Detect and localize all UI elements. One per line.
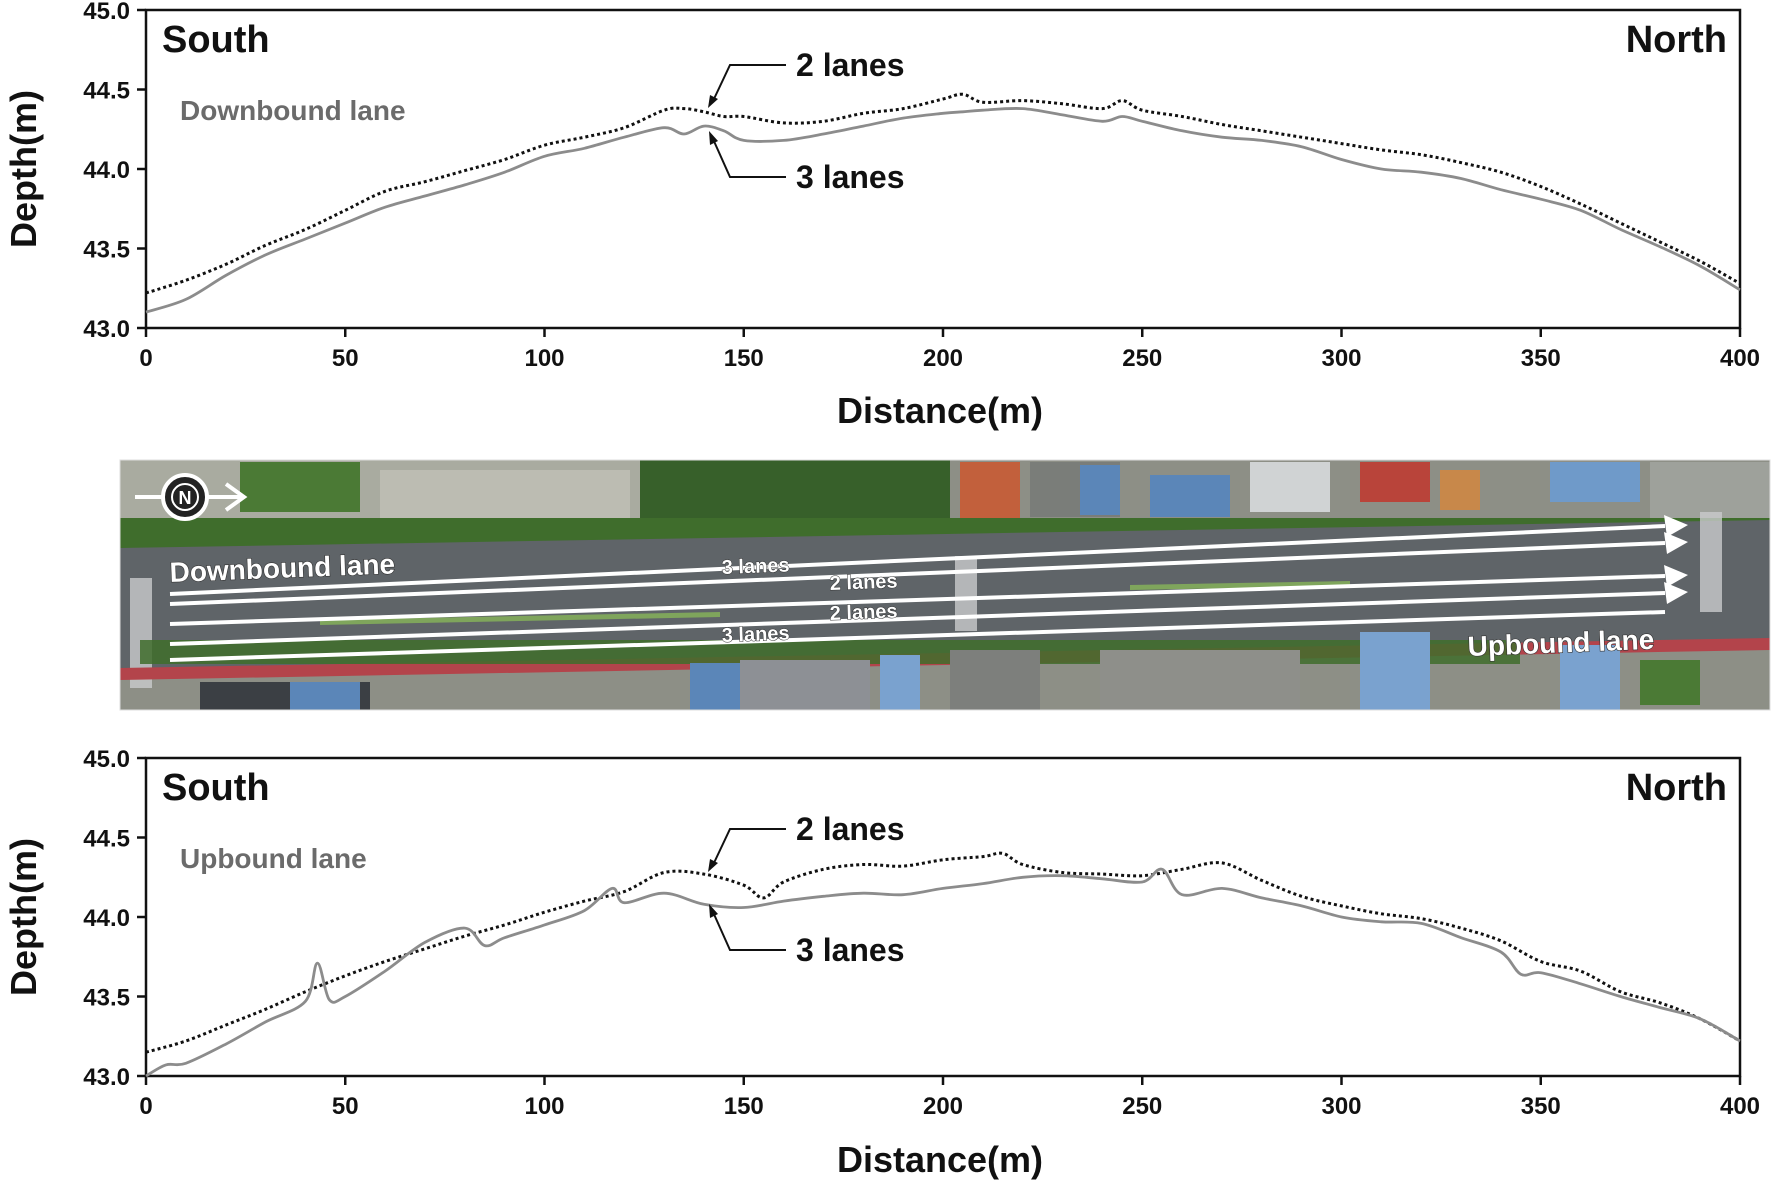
panel-label: Upbound lane (180, 843, 367, 874)
y-tick-label: 43.0 (83, 1064, 130, 1091)
y-tick-label: 43.5 (83, 237, 130, 264)
y-axis-title: Depth(m) (3, 838, 44, 996)
axes: 0 50 100 150 200 250 300 350 400 43.0 43.5 44.0 44.5… (83, 746, 1760, 1120)
x-tick-label: 100 (524, 345, 564, 372)
north-label: North (1626, 767, 1727, 809)
south-label: South (162, 19, 270, 61)
x-axis-title: Distance(m) (837, 1139, 1043, 1180)
y-tick-label: 43.5 (83, 985, 130, 1012)
x-tick-label: 400 (1720, 345, 1760, 372)
x-tick-label: 200 (923, 345, 963, 372)
x-tick-label: 150 (724, 1093, 764, 1120)
x-tick-label: 50 (332, 1093, 359, 1120)
upbound-lane-label: Upbound lane (1467, 624, 1655, 662)
y-tick-label: 44.5 (83, 78, 130, 105)
compass-letter: N (179, 488, 192, 508)
chart-upbound: 0 50 100 150 200 250 300 350 400 43.0 43.5 44.0 44.5… (3, 746, 1760, 1180)
plot-frame (144, 756, 1742, 1078)
series-line-2-lanes (145, 92, 1741, 295)
lane-label-3-lanes-north: 3 lanes (721, 554, 790, 579)
x-tick-label: 350 (1521, 1093, 1561, 1120)
annotation-text-2-lanes: 2 lanes (796, 811, 905, 847)
lane-label-2-lanes-south: 2 lanes (829, 600, 898, 625)
series-line-3-lanes (145, 107, 1741, 314)
x-tick-label: 0 (139, 1093, 152, 1120)
y-tick-label: 44.0 (83, 905, 130, 932)
annotation-text-3-lanes: 3 lanes (796, 932, 905, 968)
annotation-2-lanes: 2 lanes (708, 47, 905, 108)
series-layer (145, 851, 1741, 1078)
x-tick-label: 300 (1321, 1093, 1361, 1120)
lane-arrows (169, 524, 1666, 662)
x-tick-label: 250 (1122, 345, 1162, 372)
x-tick-label: 100 (524, 1093, 564, 1120)
x-tick-label: 200 (923, 1093, 963, 1120)
x-tick-label: 400 (1720, 1093, 1760, 1120)
series-line-3-lanes (145, 867, 1741, 1078)
x-tick-label: 0 (139, 345, 152, 372)
north-label: North (1626, 19, 1727, 61)
y-axis-title: Depth(m) (3, 90, 44, 248)
x-tick-label: 150 (724, 345, 764, 372)
y-tick-label: 45.0 (83, 0, 130, 25)
annotation-text-2-lanes: 2 lanes (796, 47, 905, 83)
chart-downbound: 0 50 100 150 200 250 300 350 400 43.0 43.5 44.0 44.5… (3, 0, 1760, 431)
panel-label: Downbound lane (180, 95, 406, 126)
annotation-2-lanes: 2 lanes (708, 811, 905, 872)
y-tick-label: 43.0 (83, 316, 130, 343)
annotation-text-3-lanes: 3 lanes (796, 159, 905, 195)
plot-frame (144, 8, 1742, 330)
annotation-3-lanes: 3 lanes (709, 131, 905, 195)
south-label: South (162, 767, 270, 809)
series-layer (145, 92, 1741, 314)
north-arrow-icon: N (135, 473, 248, 521)
lane-label-3-lanes-south: 3 lanes (721, 622, 790, 647)
aerial-photo: N Downbound lane Upbound lane 3 lanes 2 … (119, 459, 1771, 711)
annotation-3-lanes: 3 lanes (709, 904, 905, 968)
y-tick-label: 44.0 (83, 157, 130, 184)
axes: 0 50 100 150 200 250 300 350 400 43.0 43.5 44.0 44.5… (83, 0, 1760, 372)
x-tick-label: 350 (1521, 345, 1561, 372)
x-tick-label: 50 (332, 345, 359, 372)
lane-arrowheads (1664, 515, 1688, 604)
x-tick-label: 250 (1122, 1093, 1162, 1120)
y-tick-label: 44.5 (83, 826, 130, 853)
x-axis-title: Distance(m) (837, 390, 1043, 431)
x-tick-label: 300 (1321, 345, 1361, 372)
lane-label-2-lanes-north: 2 lanes (829, 570, 898, 595)
y-tick-label: 45.0 (83, 746, 130, 773)
